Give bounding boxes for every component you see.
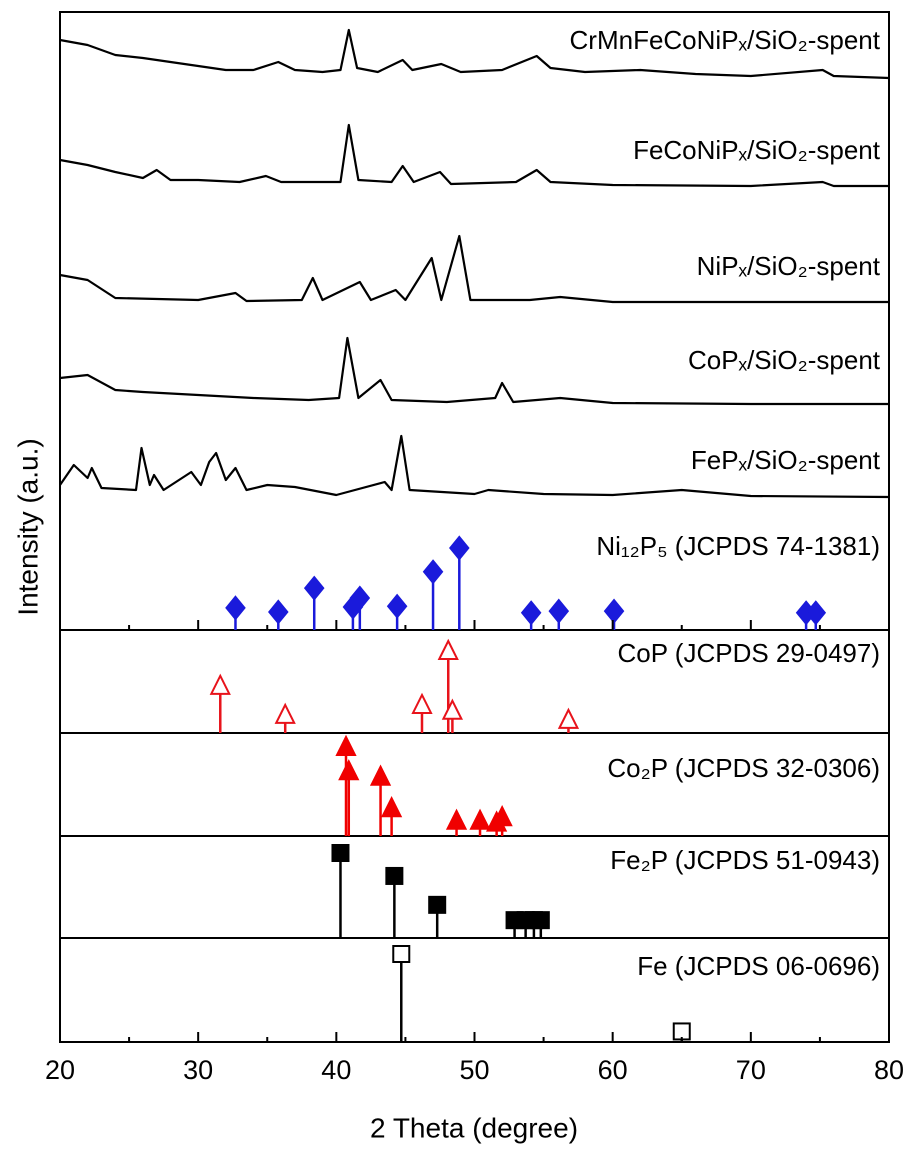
- x-tick-label: 30: [183, 1055, 213, 1085]
- marker: [428, 895, 447, 914]
- reference-peak: [385, 866, 404, 938]
- marker: [335, 734, 357, 756]
- reference-peak: [268, 599, 289, 630]
- marker: [225, 595, 246, 621]
- marker: [449, 535, 470, 561]
- reference-peak: [445, 808, 468, 836]
- marker: [548, 598, 570, 624]
- pattern-line: [59, 28, 890, 80]
- reference-peak: [274, 702, 296, 733]
- x-tick-label: 50: [459, 1055, 489, 1085]
- reference-peak: [331, 844, 350, 938]
- marker: [386, 593, 408, 619]
- reference-peak: [303, 575, 325, 630]
- legend-label: Fe₂P (JCPDS 51-0943): [610, 845, 880, 875]
- legend-label: CrMnFeCoNiPₓ/SiO₂-spent: [570, 25, 881, 55]
- marker: [369, 764, 392, 786]
- legend-label: FePₓ/SiO₂-spent: [691, 445, 881, 475]
- x-tick-label: 70: [736, 1055, 766, 1085]
- reference-peak: [805, 600, 827, 630]
- reference-peak: [422, 559, 444, 630]
- marker: [422, 559, 444, 585]
- reference-peak: [411, 692, 433, 733]
- marker: [303, 575, 325, 601]
- marker: [445, 808, 468, 830]
- reference-peak: [449, 535, 470, 630]
- reference-peak: [225, 595, 246, 630]
- reference-peak: [548, 598, 570, 630]
- marker: [520, 600, 542, 626]
- reference-peak: [531, 911, 550, 938]
- marker: [338, 759, 360, 781]
- marker: [380, 795, 403, 818]
- legend-label: Co₂P (JCPDS 32-0306): [607, 753, 880, 783]
- reference-peak: [349, 585, 371, 630]
- pattern-line: [59, 336, 889, 406]
- marker: [437, 638, 459, 660]
- marker: [441, 698, 464, 720]
- reference-peak: [603, 598, 625, 630]
- reference-peak: [672, 1022, 691, 1042]
- legend-label: NiPₓ/SiO₂-spent: [697, 251, 881, 281]
- marker: [331, 844, 350, 862]
- x-tick-label: 20: [45, 1055, 75, 1085]
- x-tick-label: 40: [321, 1055, 351, 1085]
- marker: [209, 673, 231, 695]
- reference-peak: [428, 895, 447, 938]
- legend-label: CoPₓ/SiO₂-spent: [688, 345, 881, 375]
- marker: [385, 866, 404, 885]
- marker: [349, 585, 371, 611]
- marker: [531, 911, 550, 930]
- x-tick-label: 80: [874, 1055, 904, 1085]
- marker: [557, 707, 580, 729]
- reference-peak: [520, 600, 542, 630]
- marker: [274, 702, 296, 724]
- reference-peak: [369, 764, 392, 836]
- pattern-line: [59, 434, 890, 499]
- reference-peak: [209, 673, 231, 733]
- marker: [805, 600, 827, 626]
- x-tick-label: 60: [598, 1055, 628, 1085]
- reference-peak: [469, 808, 491, 836]
- marker: [392, 945, 411, 963]
- y-axis-title: Intensity (a.u.): [12, 438, 43, 615]
- reference-peak: [392, 945, 411, 1042]
- marker: [268, 599, 289, 625]
- plot-frame: [59, 11, 890, 1043]
- reference-peak: [441, 698, 464, 733]
- marker: [491, 804, 513, 827]
- pattern-line: [59, 234, 889, 304]
- legend-label: Fe (JCPDS 06-0696): [637, 951, 880, 981]
- reference-peak: [386, 593, 408, 630]
- x-axis-title: 2 Theta (degree): [370, 1112, 578, 1143]
- reference-peak: [557, 707, 580, 733]
- reference-peak: [491, 804, 513, 836]
- reference-peak: [335, 734, 357, 836]
- marker: [411, 692, 433, 714]
- marker: [469, 808, 491, 830]
- marker: [603, 598, 625, 624]
- pattern-line: [59, 123, 889, 188]
- reference-peak: [380, 795, 403, 836]
- legend-label: Ni₁₂P₅ (JCPDS 74-1381): [596, 531, 880, 561]
- reference-peak: [338, 759, 360, 836]
- legend-label: FeCoNiPₓ/SiO₂-spent: [633, 135, 881, 165]
- legend-label: CoP (JCPDS 29-0497): [617, 638, 880, 668]
